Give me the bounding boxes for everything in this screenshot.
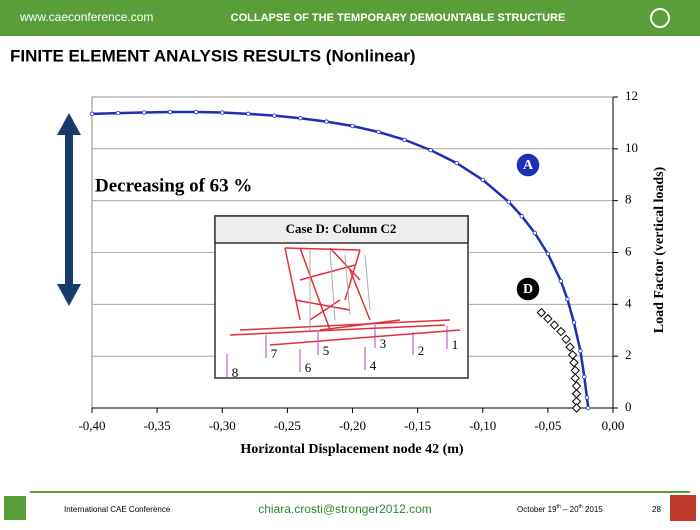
point — [565, 296, 570, 302]
point — [565, 342, 575, 352]
point — [220, 110, 225, 115]
y-tick-label: 10 — [625, 140, 638, 155]
point — [141, 110, 147, 115]
inset-member — [229, 324, 446, 336]
point — [167, 109, 173, 115]
inset-member — [284, 247, 361, 251]
point — [584, 395, 590, 400]
point — [480, 177, 485, 183]
y-tick-label: 0 — [625, 399, 632, 414]
y-tick-label: 8 — [625, 192, 632, 207]
point — [536, 307, 547, 318]
footer-logo-right — [670, 495, 696, 521]
inset-label: 8 — [232, 365, 239, 380]
x-tick-label: -0,20 — [339, 418, 366, 433]
inset-label: 5 — [323, 343, 330, 358]
point — [506, 199, 511, 205]
point — [324, 119, 329, 124]
point — [532, 230, 538, 236]
inset-label: 1 — [452, 337, 459, 352]
x-tick-label: -0,10 — [469, 418, 496, 433]
inset-title: Case D: Column C2 — [286, 221, 397, 236]
x-tick-label: -0,25 — [274, 418, 301, 433]
x-axis-label: Horizontal Displacement node 42 (m) — [240, 442, 464, 457]
conference: International CAE Conference — [64, 505, 171, 514]
series-badge — [515, 276, 541, 302]
inset-member — [239, 319, 451, 331]
point — [115, 110, 121, 116]
series-badge — [515, 152, 541, 178]
inset-member — [319, 319, 401, 331]
point — [558, 278, 564, 284]
point — [578, 348, 583, 354]
x-tick-label: 0,00 — [602, 418, 625, 433]
point — [350, 123, 355, 129]
point — [549, 320, 560, 330]
inset-label: 7 — [271, 346, 278, 361]
point — [193, 109, 199, 115]
inset-member — [364, 254, 371, 311]
footer-logo — [4, 496, 26, 520]
inset-title-bar — [214, 215, 469, 244]
inset-label: 3 — [380, 336, 387, 351]
series-name: A — [523, 158, 534, 173]
series-name: D — [523, 282, 533, 297]
inset-member — [299, 247, 331, 331]
point — [545, 251, 551, 256]
inset-member — [294, 299, 351, 311]
inset-member — [284, 247, 301, 321]
point — [543, 313, 553, 324]
site: www.caeconference.com — [19, 10, 153, 24]
y-tick-label: 6 — [625, 243, 632, 258]
point — [582, 374, 587, 380]
point — [571, 320, 577, 325]
inset-label: 4 — [370, 358, 377, 373]
inset-label: 2 — [418, 343, 425, 358]
y-tick-label: 4 — [625, 295, 632, 310]
page-number: 28 — [652, 505, 661, 514]
inset-member — [269, 329, 461, 346]
header-bar — [0, 0, 700, 36]
inset-label: 6 — [305, 360, 312, 375]
slide-title: FINITE ELEMENT ANALYSIS RESULTS (Nonline… — [10, 46, 416, 65]
y-tick-label: 12 — [625, 88, 638, 103]
point — [89, 111, 95, 117]
inset-member — [349, 269, 371, 321]
point — [567, 350, 578, 360]
point — [571, 403, 582, 413]
date: October 19th – 20th 2015 — [517, 504, 603, 514]
inset-member — [329, 249, 336, 321]
point — [570, 373, 580, 383]
y-axis-label: Load Factor (vertical loads) — [652, 166, 667, 333]
point — [569, 357, 579, 368]
inset-member — [329, 247, 361, 281]
inset-member — [344, 254, 351, 316]
x-tick-label: -0,15 — [404, 418, 431, 433]
arrow — [57, 113, 81, 306]
point — [454, 160, 459, 166]
point — [586, 405, 591, 411]
logo — [650, 8, 670, 28]
point — [402, 137, 407, 142]
topic: COLLAPSE OF THE TEMPORARY DEMOUNTABLE ST… — [231, 12, 566, 24]
point — [376, 129, 381, 135]
y-tick-label: 2 — [625, 347, 632, 362]
point — [519, 214, 525, 219]
x-tick-label: -0,35 — [144, 418, 171, 433]
point — [556, 326, 566, 337]
x-tick-label: -0,05 — [534, 418, 561, 433]
point — [298, 116, 303, 121]
email: chiara.crosti@stronger2012.com — [258, 502, 432, 516]
point — [561, 334, 571, 345]
inset-member — [309, 299, 341, 321]
point — [428, 147, 433, 153]
point — [272, 113, 277, 118]
point — [246, 111, 251, 117]
x-tick-label: -0,30 — [209, 418, 236, 433]
annotation: Decreasing of 63 % — [95, 175, 252, 196]
x-tick-label: -0,40 — [78, 418, 105, 433]
